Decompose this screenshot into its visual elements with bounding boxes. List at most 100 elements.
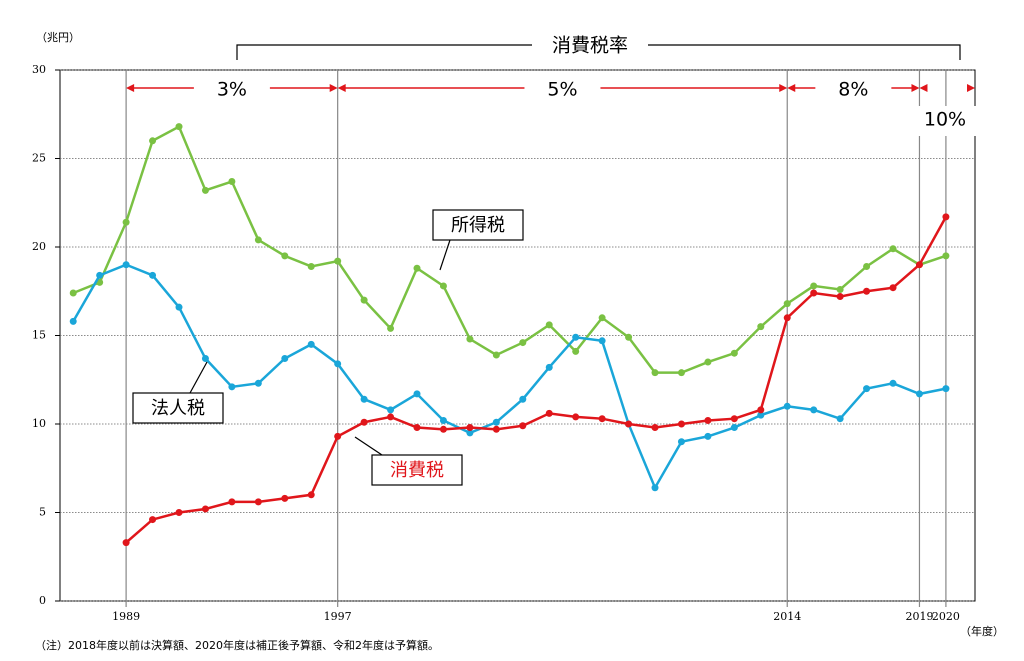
- y-tick-label: 0: [39, 594, 46, 607]
- point: [281, 494, 289, 502]
- point: [836, 293, 844, 301]
- y-tick-label: 25: [32, 152, 46, 165]
- point: [625, 333, 633, 341]
- point: [651, 424, 659, 432]
- arrow-head: [779, 84, 788, 92]
- point: [572, 413, 580, 421]
- note: （注）2018年度以前は決算額、2020年度は補正後予算額、令和2年度は予算額。: [35, 638, 439, 652]
- arrow-head: [911, 84, 920, 92]
- x-unit-label: （年度）: [960, 624, 1004, 638]
- point: [677, 420, 685, 428]
- point: [439, 282, 447, 290]
- x-tick-label: 2020: [932, 610, 960, 623]
- point: [334, 360, 342, 368]
- arrow-head: [126, 84, 135, 92]
- point: [175, 303, 183, 311]
- point: [201, 505, 209, 513]
- point: [704, 432, 712, 440]
- y-tick-label: 30: [32, 63, 46, 76]
- series-line: [125, 216, 948, 544]
- point: [360, 296, 368, 304]
- point: [651, 484, 659, 492]
- point: [466, 424, 474, 432]
- point: [228, 383, 236, 391]
- point: [254, 236, 262, 244]
- rate-label-bg: [193, 76, 270, 100]
- point: [466, 429, 474, 437]
- point: [836, 285, 844, 293]
- point: [942, 385, 950, 393]
- point: [942, 252, 950, 260]
- x-tick-label: 1989: [112, 610, 140, 623]
- point: [228, 178, 236, 186]
- point: [466, 335, 474, 343]
- point: [625, 420, 633, 428]
- point: [122, 261, 130, 269]
- point: [598, 415, 606, 423]
- point: [677, 369, 685, 377]
- point: [519, 339, 527, 347]
- point: [757, 406, 765, 414]
- point: [334, 257, 342, 265]
- point: [492, 425, 500, 433]
- arrow-head: [967, 84, 975, 92]
- y-tick-label: 20: [32, 240, 46, 253]
- point: [307, 340, 315, 348]
- point: [783, 314, 791, 322]
- point: [122, 539, 130, 547]
- point: [704, 416, 712, 424]
- point: [651, 369, 659, 377]
- label-leader: [439, 239, 451, 271]
- point: [281, 355, 289, 363]
- point: [704, 358, 712, 366]
- point: [254, 498, 262, 506]
- point: [413, 264, 421, 272]
- point: [863, 287, 871, 295]
- point: [228, 498, 236, 506]
- point: [915, 261, 923, 269]
- y-tick-label: 5: [39, 506, 46, 519]
- point: [810, 406, 818, 414]
- point: [836, 415, 844, 423]
- x-tick-label: 1997: [324, 610, 352, 623]
- point: [307, 262, 315, 270]
- point: [149, 516, 157, 524]
- point: [69, 289, 77, 297]
- point: [149, 137, 157, 145]
- point: [915, 390, 923, 398]
- point: [889, 245, 897, 253]
- series-line: [72, 124, 947, 374]
- point: [545, 321, 553, 329]
- point: [254, 379, 262, 387]
- point: [519, 395, 527, 403]
- rate-title: 消費税率: [552, 35, 628, 57]
- point: [96, 271, 104, 279]
- point: [387, 324, 395, 332]
- point: [69, 317, 77, 325]
- rate-label-bg: [524, 76, 601, 100]
- point: [730, 415, 738, 423]
- point: [889, 379, 897, 387]
- point: [387, 413, 395, 421]
- rate-label: 8%: [838, 79, 868, 101]
- point: [413, 390, 421, 398]
- rate-label: 5%: [547, 79, 577, 101]
- point: [519, 422, 527, 430]
- y-tick-label: 15: [32, 329, 46, 342]
- point: [413, 424, 421, 432]
- rate-label: 10%: [924, 109, 966, 131]
- rate-label: 3%: [217, 79, 247, 101]
- point: [545, 409, 553, 417]
- point: [122, 218, 130, 226]
- point: [360, 395, 368, 403]
- label-leader: [189, 361, 208, 394]
- point: [598, 337, 606, 345]
- point: [810, 289, 818, 297]
- arrow-head: [337, 84, 346, 92]
- point: [149, 271, 157, 279]
- point: [439, 425, 447, 433]
- point: [281, 252, 289, 260]
- point: [863, 385, 871, 393]
- point: [572, 333, 580, 341]
